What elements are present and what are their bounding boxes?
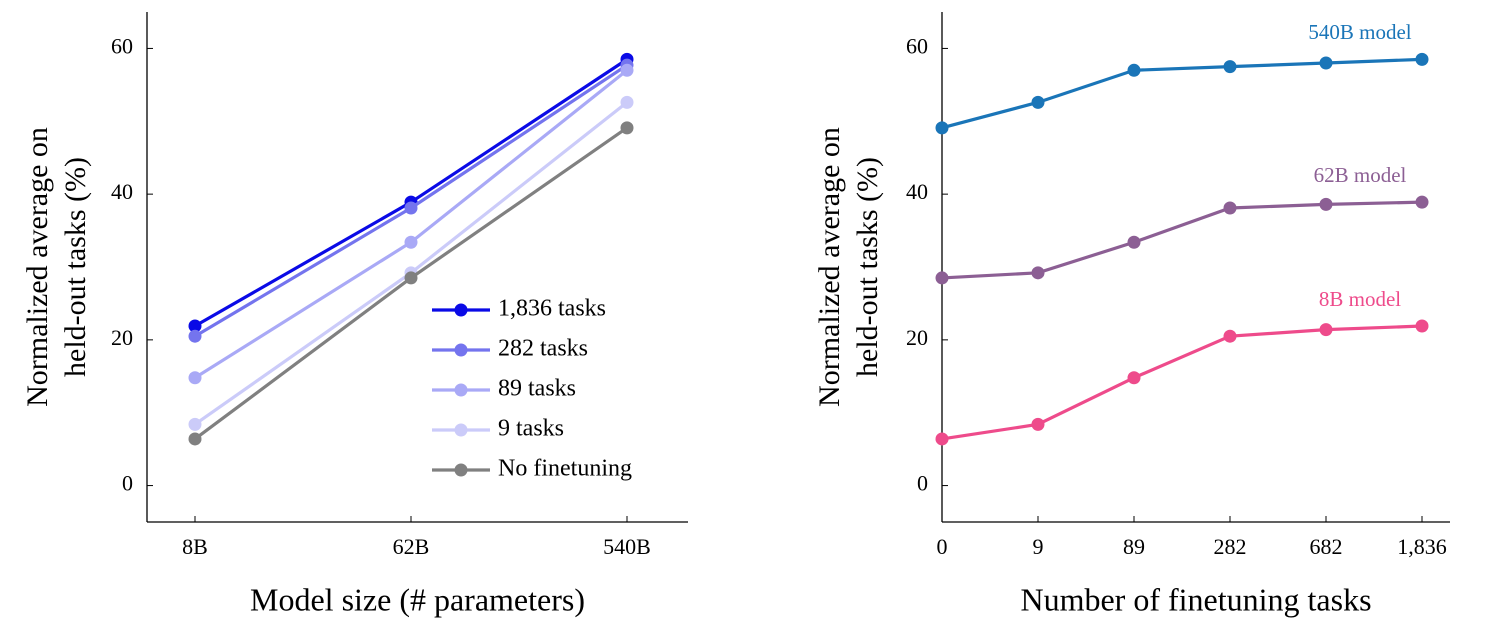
- data-point: [188, 432, 202, 446]
- y-axis-label: held-out tasks (%): [59, 157, 92, 377]
- x-tick-label: 8B: [182, 534, 208, 559]
- data-point: [1319, 197, 1333, 211]
- legend-label: 89 tasks: [498, 376, 576, 402]
- y-tick-label: 40: [906, 179, 928, 204]
- x-tick-label: 89: [1123, 534, 1145, 559]
- series-annotation: 8B model: [1319, 287, 1401, 311]
- x-tick-label: 282: [1214, 534, 1247, 559]
- legend-marker: [454, 303, 468, 317]
- x-tick-label: 1,836: [1397, 534, 1447, 559]
- y-tick-label: 40: [111, 179, 133, 204]
- data-point: [404, 235, 418, 249]
- data-point: [620, 63, 634, 77]
- data-point: [1223, 329, 1237, 343]
- y-tick-label: 0: [917, 471, 928, 496]
- data-point: [188, 319, 202, 333]
- series-line: [941, 57, 1423, 130]
- y-tick-label: 20: [111, 325, 133, 350]
- x-tick-label: 682: [1310, 534, 1343, 559]
- x-tick-label: 540B: [603, 534, 651, 559]
- y-axis-label: Normalized average on: [21, 127, 54, 407]
- x-axis-label: Number of finetuning tasks: [1020, 581, 1371, 617]
- x-tick-label: 62B: [393, 534, 430, 559]
- data-point: [1319, 323, 1333, 337]
- data-point: [935, 121, 949, 135]
- series-line: [941, 324, 1423, 441]
- x-axis-label: Model size (# parameters): [250, 581, 585, 617]
- data-point: [1031, 266, 1045, 280]
- data-point: [404, 201, 418, 215]
- data-point: [1127, 235, 1141, 249]
- data-point: [1415, 195, 1429, 209]
- y-tick-label: 60: [906, 33, 928, 58]
- legend-marker: [454, 423, 468, 437]
- data-point: [188, 329, 202, 343]
- data-point: [1415, 52, 1429, 66]
- chart: 0 20 40 60 8B 62B 540B Model size (# parameters…: [21, 12, 688, 617]
- legend-label: 1,836 tasks: [498, 296, 606, 322]
- y-axis-label: Normalized average on: [813, 127, 846, 407]
- y-tick-label: 20: [906, 325, 928, 350]
- y-tick-label: 0: [122, 471, 133, 496]
- series-line: [194, 58, 628, 328]
- series-annotation: 62B model: [1314, 163, 1407, 187]
- legend-marker: [454, 383, 468, 397]
- data-point: [188, 417, 202, 431]
- data-point: [404, 271, 418, 285]
- data-point: [1319, 56, 1333, 70]
- data-point: [620, 95, 634, 109]
- x-tick-label: 9: [1033, 534, 1044, 559]
- x-tick-label: 0: [937, 534, 948, 559]
- data-point: [1223, 201, 1237, 215]
- data-point: [935, 432, 949, 446]
- data-point: [1415, 319, 1429, 333]
- data-point: [935, 271, 949, 285]
- data-point: [1031, 95, 1045, 109]
- data-point: [1127, 371, 1141, 385]
- data-point: [1223, 60, 1237, 74]
- series-line: [941, 200, 1423, 280]
- legend-label: 282 tasks: [498, 336, 588, 362]
- data-point: [1031, 417, 1045, 431]
- y-axis-label: held-out tasks (%): [851, 157, 884, 377]
- legend-label: No finetuning: [498, 456, 632, 482]
- chart: 0 20 40 60 0 9 89 282 682 1,836 Number of finetuni…: [813, 12, 1450, 617]
- y-tick-label: 60: [111, 33, 133, 58]
- legend-label: 9 tasks: [498, 416, 564, 442]
- data-point: [188, 371, 202, 385]
- data-point: [1127, 63, 1141, 77]
- legend-marker: [454, 463, 468, 477]
- legend-marker: [454, 343, 468, 357]
- series-line: [194, 69, 628, 380]
- data-point: [620, 121, 634, 135]
- series-annotation: 540B model: [1308, 20, 1411, 44]
